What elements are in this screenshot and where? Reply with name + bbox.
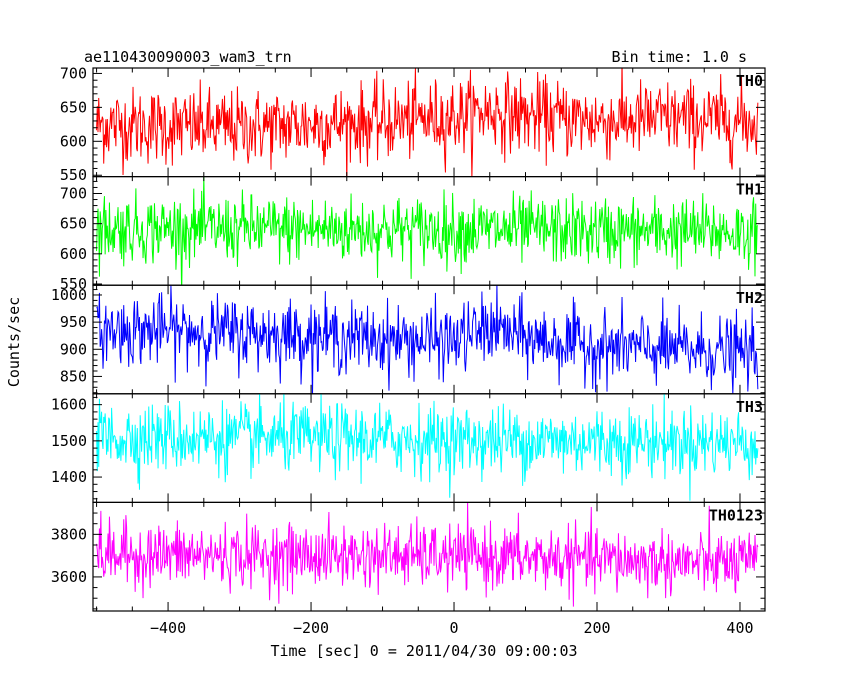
panel-label: TH1 <box>736 181 763 199</box>
panel-label: TH3 <box>736 398 763 416</box>
panel-th0123: 3600 3800 TH0123 <box>51 501 766 612</box>
series-th0123 <box>96 502 759 607</box>
y-tick-label: 650 <box>60 98 87 116</box>
y-tick-label: 1500 <box>51 432 87 450</box>
series-th0 <box>96 68 759 177</box>
y-tick-label: 700 <box>60 184 87 202</box>
series-th1 <box>96 176 759 286</box>
y-tick-label: 550 <box>60 166 87 184</box>
panel-th1: 550 600 650 700 TH1 <box>60 176 766 293</box>
x-tick-label: 0 <box>450 619 459 637</box>
panel-th2: 850 900 950 1000 TH2 <box>51 284 766 395</box>
y-tick-label: 1600 <box>51 396 87 414</box>
y-tick-label: 3600 <box>51 568 87 586</box>
x-tick-label: 400 <box>726 619 753 637</box>
panel-th0: 550 600 650 700 TH0 <box>60 64 766 184</box>
bin-time-label: Bin time: 1.0 s <box>612 48 747 66</box>
y-tick-label: 600 <box>60 132 87 150</box>
y-tick-label: 550 <box>60 275 87 293</box>
chart-title: ae110430090003_wam3_trn <box>84 48 292 66</box>
panel-th3: 1400 1500 1600 TH3 <box>51 393 766 503</box>
y-tick-label: 700 <box>60 64 87 82</box>
panels-group: 550 600 650 700 TH0 550 600 650 700 TH1 850 900 950 1… <box>51 64 766 612</box>
x-tick-label: −400 <box>150 619 186 637</box>
y-tick-label: 600 <box>60 245 87 263</box>
panel-label: TH2 <box>736 289 763 307</box>
y-tick-label: 3800 <box>51 525 87 543</box>
y-tick-label: 1400 <box>51 468 87 486</box>
y-tick-label: 850 <box>60 367 87 385</box>
y-tick-label: 950 <box>60 313 87 331</box>
series-th2 <box>96 285 759 394</box>
x-axis-label: Time [sec] 0 = 2011/04/30 09:00:03 <box>270 642 577 660</box>
y-axis-label: Counts/sec <box>5 297 23 387</box>
x-tick-label: 200 <box>583 619 610 637</box>
y-tick-label: 900 <box>60 340 87 358</box>
x-tick-label: −200 <box>293 619 329 637</box>
y-tick-label: 1000 <box>51 286 87 304</box>
panel-frame <box>92 501 766 612</box>
panel-label: TH0123 <box>709 506 763 524</box>
y-tick-label: 650 <box>60 215 87 233</box>
x-axis: −400 −200 0 200 400 <box>150 619 754 637</box>
panel-label: TH0 <box>736 72 763 90</box>
series-th3 <box>96 393 759 501</box>
